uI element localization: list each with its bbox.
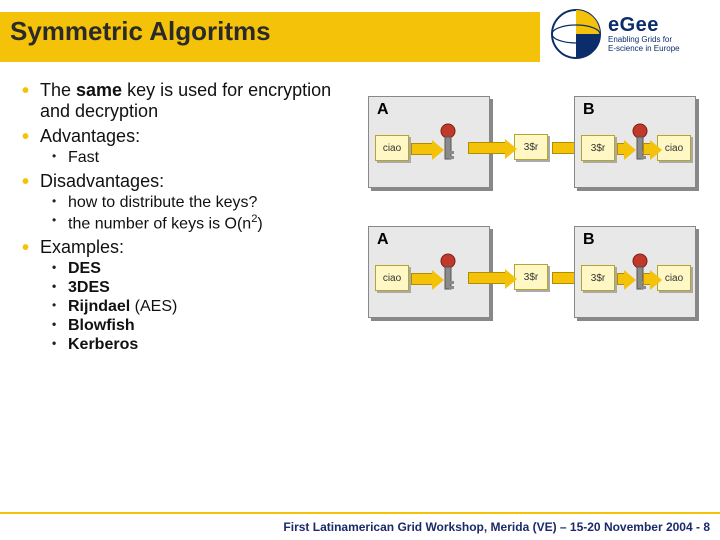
- cipher-b: 3$r: [581, 135, 615, 161]
- text: Advantages:: [40, 126, 140, 146]
- label-b: B: [583, 231, 595, 249]
- text: (AES): [130, 298, 177, 315]
- text: Examples:: [40, 237, 124, 257]
- text-bold: Rijndael: [68, 298, 130, 315]
- box-b: B 3$r ciao: [574, 226, 696, 318]
- arrow-icon: [468, 142, 508, 154]
- header: Symmetric Algoritms eGee Enabling Grids …: [0, 0, 720, 72]
- footer-text: First Latinamerican Grid Workshop, Merid…: [283, 520, 710, 534]
- text: Disadvantages:: [40, 171, 164, 191]
- slide-title: Symmetric Algoritms: [10, 16, 271, 47]
- text: the number of keys is O(n: [68, 215, 251, 232]
- cipher-mid: 3$r: [514, 134, 548, 160]
- arrow-icon: [411, 143, 435, 155]
- plain-a: ciao: [375, 135, 409, 161]
- cipher-mid: 3$r: [514, 264, 548, 290]
- text-bold: same: [76, 80, 122, 100]
- label-a: A: [377, 231, 389, 249]
- logo-main: eGee: [608, 15, 680, 36]
- plain-a: ciao: [375, 265, 409, 291]
- title-bar: Symmetric Algoritms: [0, 12, 540, 62]
- footer-divider: [0, 512, 720, 514]
- text: The: [40, 80, 76, 100]
- logo-text: eGee Enabling Grids for E-science in Eur…: [608, 15, 680, 54]
- arrow-icon: [411, 273, 435, 285]
- logo-icon: [550, 8, 602, 60]
- bullet-same-key: The same key is used for encryption and …: [20, 80, 350, 122]
- label-b: B: [583, 101, 595, 119]
- arrow-icon: [617, 273, 627, 285]
- diagrams: A ciao 3$r B 3$r ciao A ciao: [368, 96, 708, 356]
- diagram-decrypt: A ciao 3$r B 3$r ciao: [368, 226, 700, 326]
- diagram-encrypt: A ciao 3$r B 3$r ciao: [368, 96, 700, 196]
- arrow-icon: [617, 143, 627, 155]
- arrow-icon: [643, 273, 653, 285]
- logo-sub2: E-science in Europe: [608, 45, 680, 54]
- plain-b: ciao: [657, 135, 691, 161]
- box-b: B 3$r ciao: [574, 96, 696, 188]
- text: ): [257, 215, 262, 232]
- cipher-b: 3$r: [581, 265, 615, 291]
- arrow-icon: [643, 143, 653, 155]
- plain-b: ciao: [657, 265, 691, 291]
- label-a: A: [377, 101, 389, 119]
- arrow-icon: [468, 272, 508, 284]
- egee-logo: eGee Enabling Grids for E-science in Eur…: [550, 4, 710, 64]
